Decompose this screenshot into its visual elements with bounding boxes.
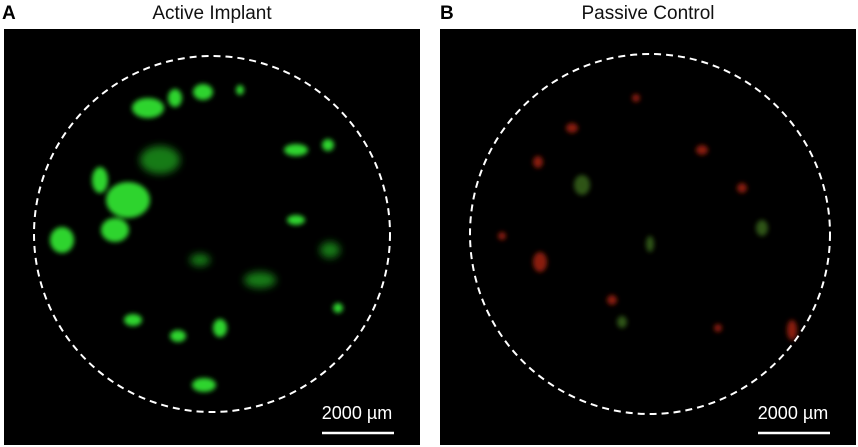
fluorescence <box>498 94 797 340</box>
panel-title: Active Implant <box>152 3 272 24</box>
panel-a: A Active Implant 2000 µm <box>2 3 420 445</box>
scale-bar-label: 2000 µm <box>322 403 392 423</box>
panel-label: A <box>2 3 16 24</box>
micrograph <box>440 29 856 445</box>
faint-signal <box>574 175 768 328</box>
panel-label: B <box>440 3 454 24</box>
implant-outline <box>469 53 831 415</box>
panel-title: Passive Control <box>581 3 714 24</box>
faint-signal <box>140 146 340 288</box>
fluorescence <box>50 84 343 392</box>
implant-outline <box>33 55 391 413</box>
panel-b: B Passive Control 2000 µm <box>440 3 856 445</box>
scale-bar-label: 2000 µm <box>758 403 828 423</box>
